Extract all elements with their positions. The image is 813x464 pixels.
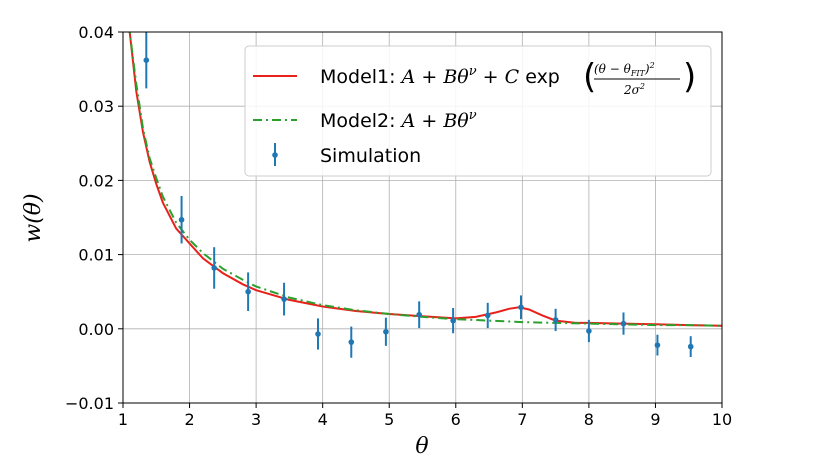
data-point (348, 339, 355, 345)
plot-area (128, 32, 722, 327)
data-point (416, 311, 422, 318)
axis-ticks: 1 2 3 4 5 6 7 8 9 10 −0.01 0.00 0.01 0.02 0.03 0.04 (65, 23, 732, 429)
legend: Model1: A + Bθν + C exp ( (θ − θFIT)2 2σ… (244, 45, 712, 177)
y-tick-label: −0.01 (65, 394, 114, 413)
x-tick-label: 1 (118, 410, 128, 429)
y-tick-label: 0.04 (78, 23, 114, 42)
data-point (315, 331, 321, 337)
y-tick-label: 0.02 (78, 171, 114, 190)
legend-exp-open-paren: ( (583, 57, 596, 97)
series-line-model2 (128, 32, 722, 327)
data-point (518, 304, 524, 311)
legend-label-model2: Model2: A + Bθν (320, 108, 477, 132)
x-tick-label: 8 (584, 410, 594, 429)
x-tick-label: 5 (384, 410, 394, 429)
x-tick-label: 4 (318, 410, 328, 429)
data-point (211, 265, 217, 271)
plot-frame (122, 31, 723, 404)
x-tick-label: 7 (517, 410, 527, 429)
data-point (281, 296, 287, 302)
data-point (586, 328, 592, 334)
data-point (143, 57, 150, 63)
legend-label-model1: Model1: A + Bθν + C exp (320, 64, 560, 88)
y-tick-label: 0.01 (78, 246, 114, 265)
legend-exp-close-paren: ) (683, 57, 696, 97)
error-bar-markers (143, 32, 694, 358)
data-point (620, 320, 627, 327)
legend-exp-denominator: 2σ2 (623, 82, 645, 97)
legend-exp-numerator: (θ − θFIT)2 (594, 61, 655, 78)
x-axis-title: θ (415, 434, 428, 459)
data-point (687, 343, 694, 350)
data-point (654, 342, 661, 348)
data-point (552, 317, 559, 323)
data-point (245, 288, 251, 295)
x-tick-label: 3 (251, 410, 261, 429)
y-tick-label: 0.00 (78, 320, 114, 339)
x-tick-label: 2 (184, 410, 194, 429)
data-point (484, 312, 491, 319)
legend-label-simulation: Simulation (320, 145, 421, 167)
data-point (383, 328, 389, 335)
y-tick-label: 0.03 (78, 97, 114, 116)
data-point (178, 216, 185, 223)
x-tick-label: 10 (712, 410, 732, 429)
y-axis-title: w(θ) (21, 193, 46, 242)
data-point (450, 317, 456, 324)
x-tick-label: 6 (451, 410, 461, 429)
x-tick-label: 9 (650, 410, 660, 429)
legend-swatch-simulation-dot (272, 152, 278, 158)
